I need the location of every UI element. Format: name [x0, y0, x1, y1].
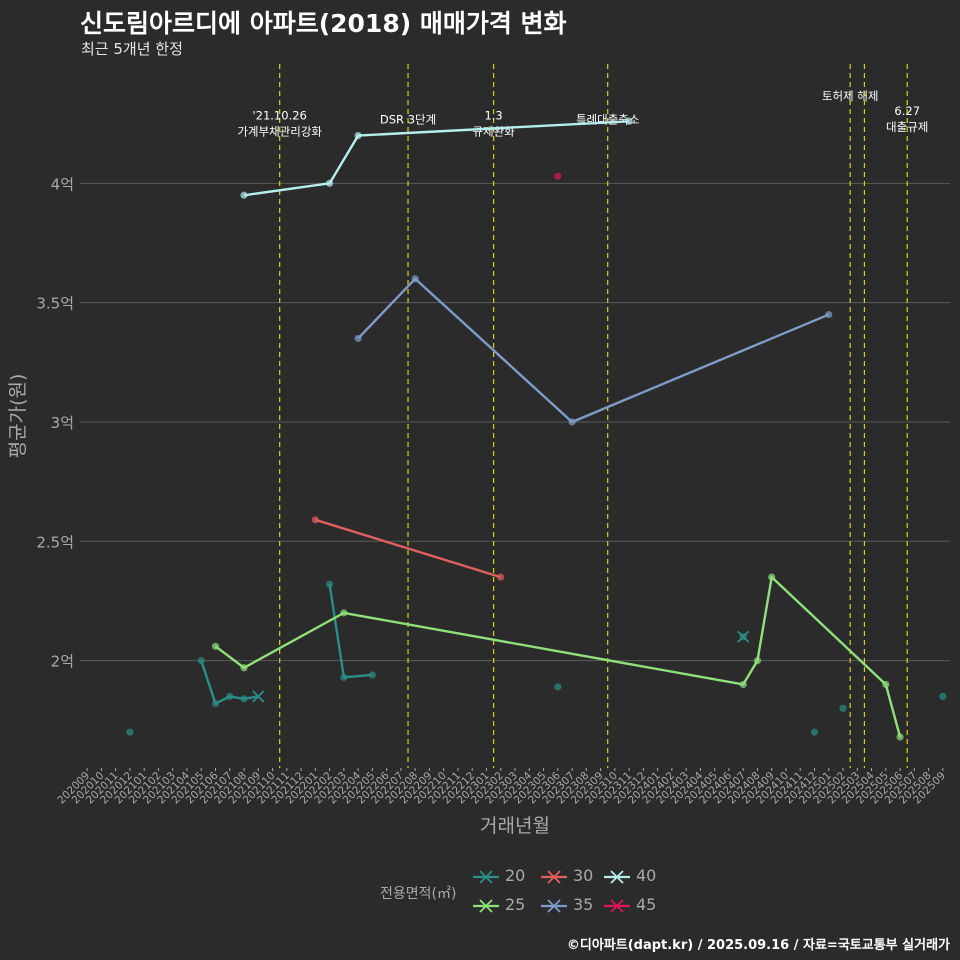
- legend-label: 40: [636, 866, 657, 885]
- legend-title: 전용면적(㎡): [380, 886, 457, 902]
- page-subtitle: 최근 5개년 한정: [81, 40, 183, 58]
- series-25-point: [240, 664, 248, 672]
- series-30-point: [497, 573, 505, 581]
- credit: ©디아파트(dapt.kr) / 2025.09.16 / 자료=국토교통부 실…: [566, 938, 950, 953]
- legend-key-icon: [604, 899, 630, 913]
- series-25-point: [896, 733, 904, 741]
- y-axis-title: 평균가(원): [7, 374, 29, 459]
- series-20-cross: [737, 630, 750, 643]
- series-45-point: [554, 172, 562, 180]
- series-25-line: [214, 575, 902, 738]
- legend-key-icon: [473, 899, 499, 913]
- series-35-point: [411, 275, 419, 283]
- legend-item-35: 35: [539, 895, 593, 917]
- x-axis-title: 거래년월: [480, 815, 550, 837]
- event-label: 6.27 대출규제: [886, 104, 928, 134]
- series-20-point: [839, 704, 847, 712]
- legend-key-icon: [604, 870, 630, 884]
- series-20-point: [810, 728, 819, 736]
- legend-label: 20: [505, 866, 526, 885]
- legend-key-icon: [473, 870, 499, 884]
- series-35-point: [568, 418, 576, 426]
- series-40-point: [354, 131, 362, 140]
- series-40-point: [325, 179, 334, 187]
- series-20-point: [939, 692, 947, 701]
- series-20-point: [340, 673, 348, 681]
- series-20-point: [325, 580, 334, 588]
- series-30-line: [314, 518, 502, 579]
- event-label: 토허제 해제: [822, 89, 879, 103]
- series-20-point: [126, 728, 134, 736]
- legend-label: 35: [573, 895, 594, 914]
- series-40-point: [625, 117, 633, 125]
- series-40-line: [243, 120, 630, 197]
- series-layer: [126, 117, 947, 741]
- legend-label: 45: [636, 895, 657, 914]
- series-25-point: [211, 642, 220, 650]
- axis-layer: 2억2.5억3억3.5억4억20200920201020201120201220…: [7, 175, 948, 837]
- event-label: '21.10.26 가계부채관리강화: [237, 109, 322, 139]
- series-25-point: [768, 573, 776, 581]
- legend-item-25: 25: [471, 895, 525, 917]
- y-tick-label: 3억: [51, 414, 74, 432]
- series-25-point: [882, 680, 890, 689]
- series-20-cross: [252, 690, 265, 703]
- legend-key-icon: [541, 899, 567, 913]
- series-40-point: [240, 191, 248, 199]
- y-tick-label: 3.5억: [36, 295, 74, 313]
- y-tick-label: 2억: [51, 653, 74, 671]
- series-35-point: [825, 310, 833, 319]
- series-35-line: [357, 277, 830, 424]
- series-20-point: [240, 695, 248, 703]
- series-20-point: [368, 671, 376, 679]
- legend-item-45: 45: [602, 895, 656, 917]
- legend-item-40: 40: [602, 866, 656, 888]
- series-25-point: [340, 609, 348, 617]
- event-label: DSR 3단계: [380, 113, 436, 127]
- series-20-point: [554, 683, 562, 691]
- legend-label: 25: [505, 895, 526, 914]
- series-20-point: [226, 692, 234, 701]
- grid-layer: [80, 182, 950, 662]
- legend-item-30: 30: [539, 866, 593, 888]
- page-title: 신도림아르디에 아파트(2018) 매매가격 변화: [80, 9, 567, 38]
- series-25-point: [739, 680, 747, 689]
- series-20-point: [211, 699, 220, 708]
- series-25-point: [753, 657, 762, 665]
- legend-item-20: 20: [471, 866, 525, 888]
- y-tick-label: 2.5억: [36, 533, 74, 551]
- series-20-line: [328, 584, 373, 679]
- series-35-point: [354, 334, 362, 343]
- event-label: 1.3 규제완화: [472, 109, 515, 139]
- y-tick-label: 4억: [51, 175, 74, 193]
- legend-key-icon: [541, 870, 567, 884]
- series-20-point: [197, 657, 205, 665]
- legend-label: 30: [573, 866, 594, 885]
- series-30-point: [311, 516, 319, 524]
